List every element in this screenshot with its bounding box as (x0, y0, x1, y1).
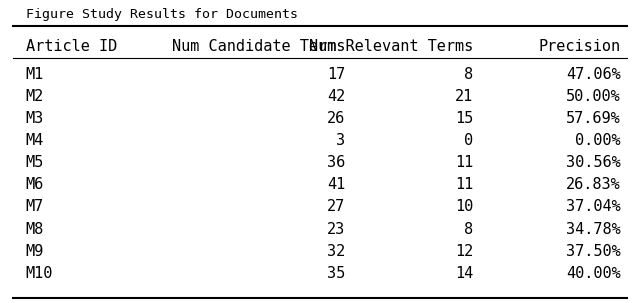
Text: 15: 15 (455, 111, 474, 126)
Text: M7: M7 (26, 199, 44, 215)
Text: 41: 41 (327, 177, 346, 192)
Text: 37.04%: 37.04% (566, 199, 621, 215)
Text: M4: M4 (26, 133, 44, 148)
Text: 11: 11 (455, 155, 474, 170)
Text: M2: M2 (26, 89, 44, 104)
Text: M1: M1 (26, 67, 44, 82)
Text: 34.78%: 34.78% (566, 221, 621, 237)
Text: 40.00%: 40.00% (566, 266, 621, 281)
Text: 11: 11 (455, 177, 474, 192)
Text: 8: 8 (465, 221, 474, 237)
Text: 50.00%: 50.00% (566, 89, 621, 104)
Text: 42: 42 (327, 89, 346, 104)
Text: Num Relevant Terms: Num Relevant Terms (309, 39, 474, 55)
Text: M5: M5 (26, 155, 44, 170)
Text: 23: 23 (327, 221, 346, 237)
Text: M3: M3 (26, 111, 44, 126)
Text: 14: 14 (455, 266, 474, 281)
Text: M10: M10 (26, 266, 53, 281)
Text: 17: 17 (327, 67, 346, 82)
Text: M8: M8 (26, 221, 44, 237)
Text: 32: 32 (327, 244, 346, 259)
Text: 8: 8 (465, 67, 474, 82)
Text: 30.56%: 30.56% (566, 155, 621, 170)
Text: 0.00%: 0.00% (575, 133, 621, 148)
Text: 12: 12 (455, 244, 474, 259)
Text: 3: 3 (337, 133, 346, 148)
Text: 10: 10 (455, 199, 474, 215)
Text: Figure Study Results for Documents: Figure Study Results for Documents (26, 8, 298, 21)
Text: Article ID: Article ID (26, 39, 117, 55)
Text: 26.83%: 26.83% (566, 177, 621, 192)
Text: 37.50%: 37.50% (566, 244, 621, 259)
Text: 35: 35 (327, 266, 346, 281)
Text: 36: 36 (327, 155, 346, 170)
Text: 21: 21 (455, 89, 474, 104)
Text: 47.06%: 47.06% (566, 67, 621, 82)
Text: 0: 0 (465, 133, 474, 148)
Text: 26: 26 (327, 111, 346, 126)
Text: Precision: Precision (539, 39, 621, 55)
Text: M9: M9 (26, 244, 44, 259)
Text: 57.69%: 57.69% (566, 111, 621, 126)
Text: 27: 27 (327, 199, 346, 215)
Text: Num Candidate Terms: Num Candidate Terms (172, 39, 346, 55)
Text: M6: M6 (26, 177, 44, 192)
